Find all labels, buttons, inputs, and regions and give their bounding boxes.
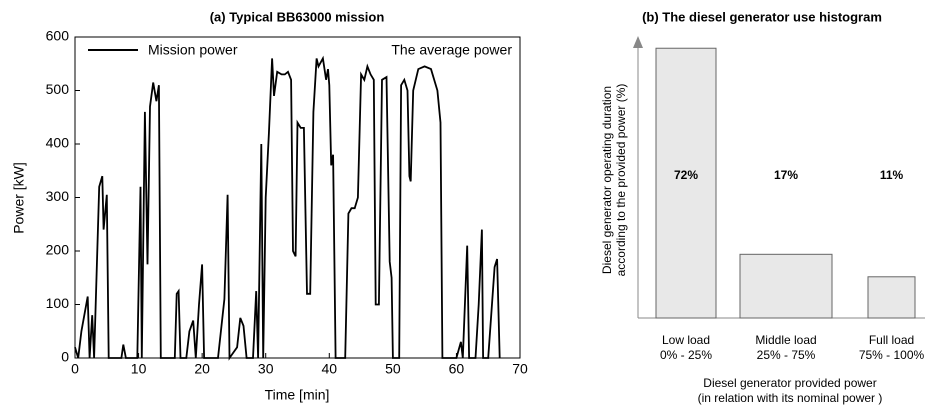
chart-title: (a) Typical BB63000 mission bbox=[210, 9, 385, 24]
x-tick-label: 40 bbox=[321, 361, 337, 377]
y-axis-label: Power [kW] bbox=[11, 162, 27, 234]
y-tick-label: 500 bbox=[46, 81, 70, 97]
x-tick-label: 60 bbox=[449, 361, 465, 377]
x-tick-label: 25% - 75% bbox=[757, 348, 816, 362]
y-axis-arrow bbox=[633, 36, 643, 48]
bar bbox=[739, 253, 833, 319]
y-tick-label: 600 bbox=[46, 28, 70, 44]
x-tick-label: Low load bbox=[662, 333, 710, 347]
y-tick-label: 0 bbox=[61, 349, 69, 365]
x-axis-label: (in relation with its nominal power ) bbox=[698, 391, 883, 405]
x-tick-label: 50 bbox=[385, 361, 401, 377]
x-axis-label: Time [min] bbox=[265, 387, 330, 403]
bar bbox=[867, 276, 916, 319]
x-tick-label: 0% - 25% bbox=[660, 348, 712, 362]
value-label: 72% bbox=[674, 168, 698, 182]
y-tick-label: 400 bbox=[46, 135, 70, 151]
x-tick-label: 20 bbox=[194, 361, 210, 377]
legend-label: Mission power bbox=[148, 42, 238, 58]
y-axis-label: according to the provided power (%) bbox=[614, 84, 628, 277]
y-tick-label: 300 bbox=[46, 188, 70, 204]
y-tick-label: 100 bbox=[46, 295, 70, 311]
value-label: 17% bbox=[774, 168, 798, 182]
x-tick-label: 70 bbox=[512, 361, 528, 377]
x-axis-label: Diesel generator provided power bbox=[703, 376, 876, 390]
x-tick-label: 30 bbox=[258, 361, 274, 377]
x-tick-label: Full load bbox=[869, 333, 914, 347]
value-label: 11% bbox=[880, 168, 904, 182]
data-line bbox=[74, 55, 501, 361]
x-tick-label: Middle load bbox=[755, 333, 816, 347]
y-axis-label: Diesel generator operating duration bbox=[600, 86, 614, 274]
bar bbox=[655, 47, 717, 319]
y-tick-label: 200 bbox=[46, 242, 70, 258]
chart-title: (b) The diesel generator use histogram bbox=[642, 9, 882, 24]
annotation: The average power bbox=[391, 42, 512, 58]
x-tick-label: 10 bbox=[131, 361, 147, 377]
x-tick-label: 0 bbox=[71, 361, 79, 377]
x-tick-label: 75% - 100% bbox=[859, 348, 925, 362]
